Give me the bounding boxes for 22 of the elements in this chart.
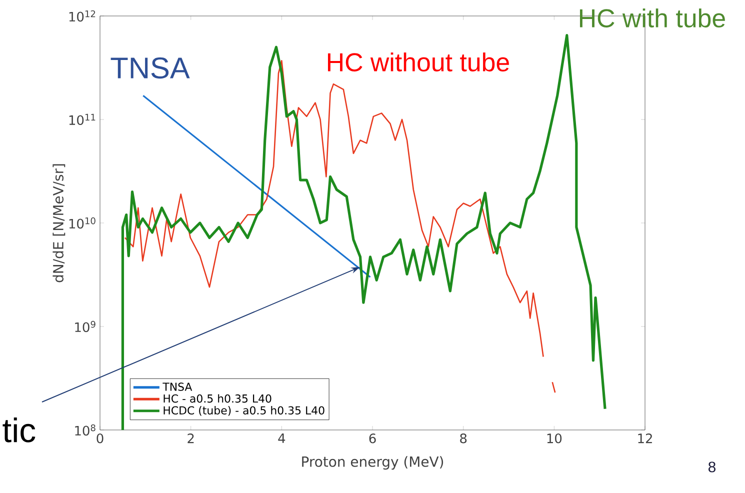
y-tick-label: 10$^{10}$ xyxy=(69,217,96,229)
x-tick-label: 4 xyxy=(278,434,286,443)
x-axis-title: Proton energy (MeV) xyxy=(302,456,444,470)
x-tick-label: 8 xyxy=(460,434,467,444)
legend-label: HC - a0.5 h0.35 L40 xyxy=(164,394,272,403)
y-tick-label: 10$^{11}$ xyxy=(69,114,96,126)
x-tick-label: 2 xyxy=(188,434,194,444)
legend-label: TNSA xyxy=(162,382,192,391)
annotation: HC with tube xyxy=(580,8,725,28)
x-tick-label: 0 xyxy=(96,434,104,444)
annotation: TNSA xyxy=(110,57,190,79)
y-tick-label: 10$^{8}$ xyxy=(75,424,96,436)
x-tick-label: 10 xyxy=(547,434,562,444)
y-tick-label: 10$^{12}$ xyxy=(69,10,96,22)
y-tick-label: 10$^{9}$ xyxy=(75,320,96,332)
x-tick-label: 12 xyxy=(638,434,652,444)
x-tick-label: 6 xyxy=(369,434,376,444)
y-axis-title: dN/dE [N/MeV/sr] xyxy=(52,164,66,282)
text: 8 xyxy=(708,462,716,472)
text: tic xyxy=(2,418,36,442)
legend-label: HCDC (tube) - a0.5 h0.35 L40 xyxy=(164,406,324,416)
annotation: HC without tube xyxy=(328,52,509,72)
